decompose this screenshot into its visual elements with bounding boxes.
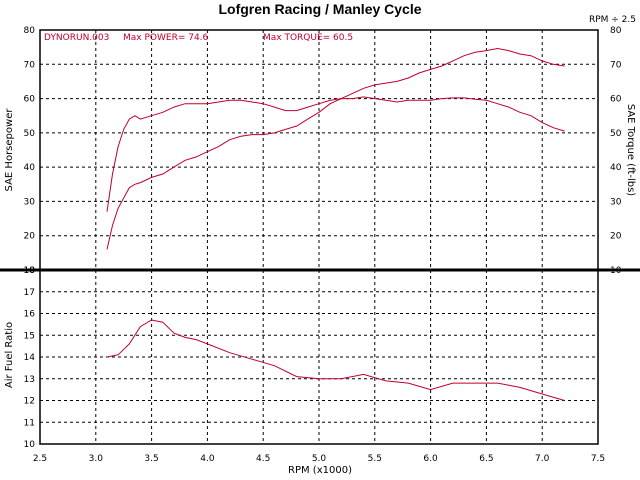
y-tick-label-hp: 80 bbox=[24, 26, 36, 36]
rpm-factor-label: RPM ÷ 2.5 bbox=[589, 15, 636, 25]
y-axis-label-afr: Air Fuel Ratio bbox=[4, 322, 15, 388]
y-tick-label-hp: 30 bbox=[24, 197, 36, 207]
x-tick-label: 3.0 bbox=[89, 454, 104, 464]
x-tick-label: 7.0 bbox=[535, 454, 550, 464]
y-tick-label-afr: 18 bbox=[24, 266, 36, 276]
y-tick-label-hp: 20 bbox=[24, 232, 36, 242]
y-tick-label-torque: 80 bbox=[610, 26, 622, 36]
air-fuel-ratio-line bbox=[106, 319, 565, 401]
y-tick-label-hp: 10 bbox=[24, 266, 36, 276]
data-series bbox=[106, 47, 565, 401]
horsepower-line bbox=[106, 47, 565, 250]
y-axis-label-torque: SAE Torque (ft-lbs) bbox=[625, 104, 636, 196]
max-torque-label: Max TORQUE= 60.5 bbox=[263, 33, 353, 43]
grid-lines bbox=[40, 30, 598, 444]
x-tick-label: 2.5 bbox=[33, 454, 47, 464]
y-tick-label-torque: 50 bbox=[610, 129, 622, 139]
x-axis-label: RPM (x1000) bbox=[288, 465, 352, 476]
y-tick-label-torque: 60 bbox=[610, 95, 622, 105]
tick-labels: 2.5 3.0 3.5 4.0 4.5 5.0 5.5 6.0 6.5 7.0 7.5 80 70 60 5… bbox=[24, 26, 622, 464]
x-tick-label: 4.5 bbox=[256, 454, 270, 464]
max-power-label: Max POWER= 74.6 bbox=[123, 33, 209, 43]
x-tick-label: 6.0 bbox=[423, 454, 438, 464]
y-tick-label-afr: 12 bbox=[24, 397, 35, 407]
x-tick-label: 4.0 bbox=[200, 454, 215, 464]
y-tick-label-afr: 11 bbox=[24, 418, 35, 428]
x-tick-label: 5.5 bbox=[368, 454, 382, 464]
y-tick-label-torque: 10 bbox=[610, 266, 622, 276]
y-tick-label-afr: 10 bbox=[24, 440, 36, 450]
x-tick-label: 3.5 bbox=[144, 454, 158, 464]
y-tick-label-hp: 70 bbox=[24, 60, 36, 70]
y-tick-label-torque: 40 bbox=[610, 163, 622, 173]
y-tick-label-torque: 70 bbox=[610, 60, 622, 70]
chart-title: Lofgren Racing / Manley Cycle bbox=[218, 1, 421, 17]
y-tick-label-torque: 20 bbox=[610, 232, 622, 242]
y-tick-label-hp: 50 bbox=[24, 129, 36, 139]
y-axis-label-horsepower: SAE Horsepower bbox=[4, 108, 15, 192]
torque-line bbox=[106, 96, 565, 212]
y-tick-label-afr: 17 bbox=[24, 288, 35, 298]
y-tick-label-afr: 13 bbox=[24, 375, 35, 385]
y-tick-label-hp: 40 bbox=[24, 163, 36, 173]
x-tick-label: 6.5 bbox=[479, 454, 493, 464]
x-tick-label: 7.5 bbox=[591, 454, 605, 464]
y-tick-label-afr: 16 bbox=[24, 310, 36, 320]
run-label: DYNORUN.003 bbox=[44, 33, 109, 43]
y-tick-label-afr: 15 bbox=[24, 331, 35, 341]
y-tick-label-hp: 60 bbox=[24, 95, 36, 105]
y-tick-label-torque: 30 bbox=[610, 197, 622, 207]
y-tick-label-afr: 14 bbox=[24, 353, 36, 363]
x-tick-label: 5.0 bbox=[312, 454, 327, 464]
